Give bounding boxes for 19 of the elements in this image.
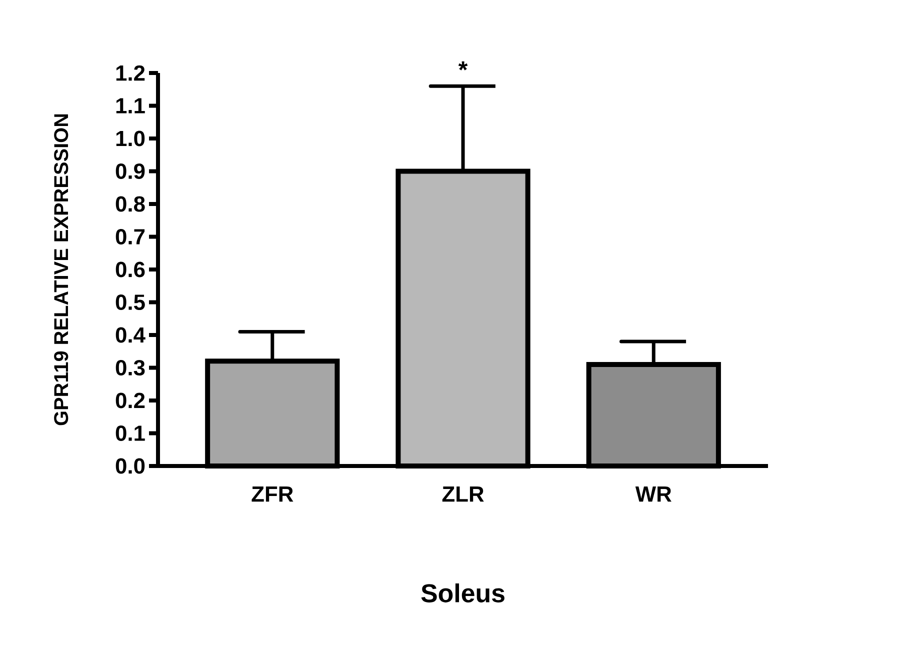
- y-tick-label: 0.9: [116, 163, 145, 179]
- y-tick-label: 0.2: [116, 392, 145, 408]
- y-tick-label: 0.3: [116, 360, 145, 376]
- y-tick-label: 0.7: [116, 228, 145, 244]
- y-tick-label: 0.6: [116, 262, 145, 278]
- text: *: [458, 61, 468, 70]
- y-axis-title: GPR119 RELATIVE EXPRESSION: [54, 114, 68, 426]
- x-axis-title: Soleus: [421, 583, 504, 602]
- x-tick-label: WR: [635, 486, 672, 502]
- x-tick-label: ZFR: [252, 486, 294, 502]
- y-tick-label: 1.2: [116, 65, 145, 81]
- y-tick-label: 0.8: [116, 196, 145, 212]
- y-tick-label: 0.5: [116, 294, 145, 310]
- y-tick-label: 0.0: [116, 458, 145, 474]
- y-tick-label: 0.4: [116, 327, 146, 343]
- x-tick-label: ZLR: [442, 486, 484, 502]
- y-tick-label: 1.1: [116, 98, 145, 114]
- y-tick-label: 1.0: [116, 130, 145, 146]
- y-tick-label: 0.1: [116, 425, 145, 441]
